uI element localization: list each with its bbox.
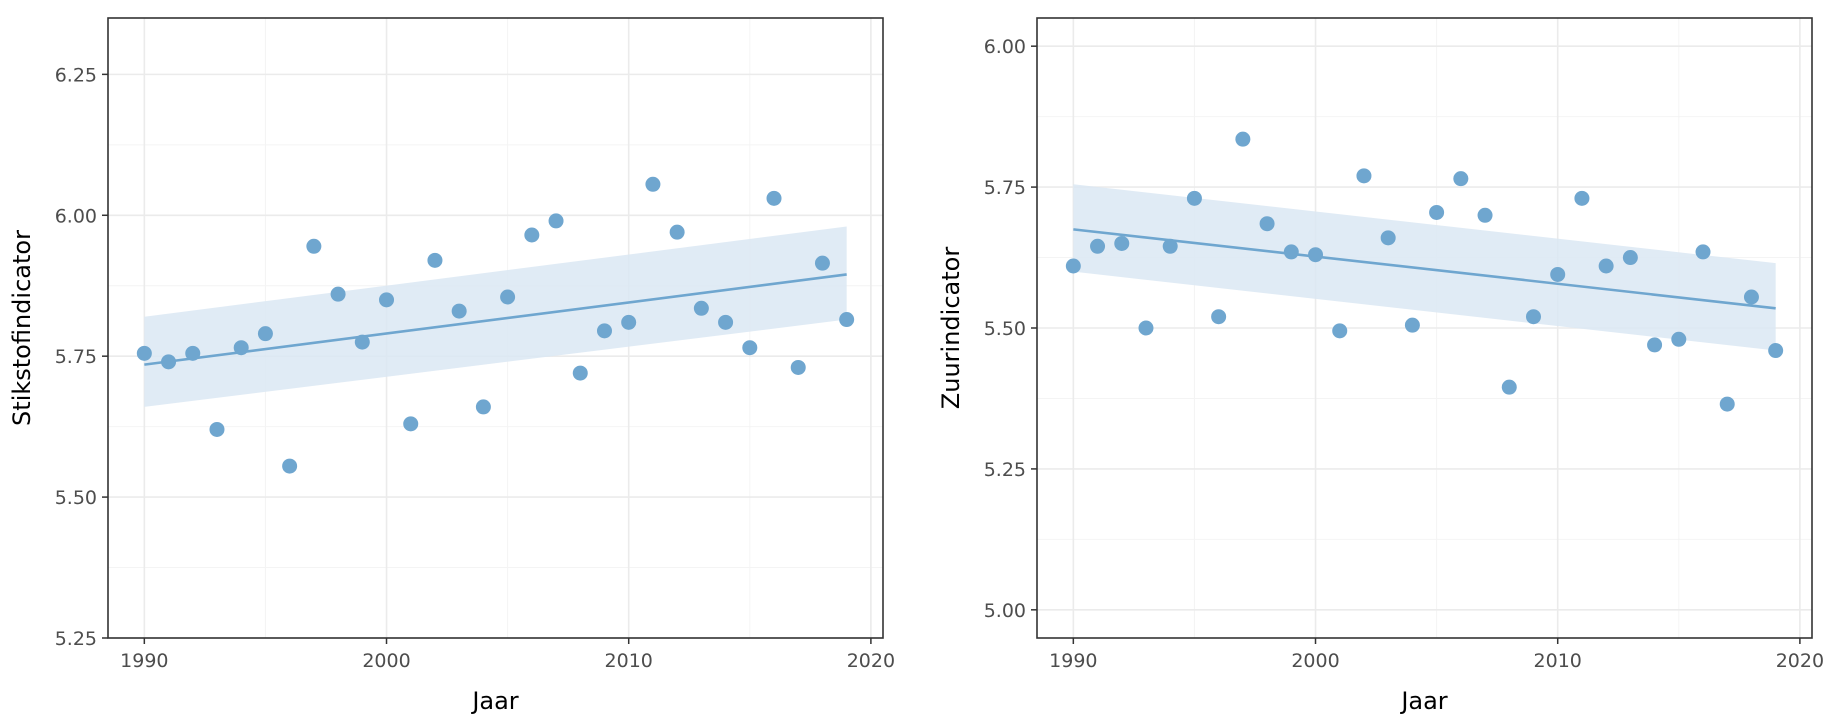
- data-point: [427, 252, 443, 268]
- y-tick-label: 5.25: [984, 459, 1026, 481]
- data-point: [1477, 207, 1493, 223]
- data-point: [1138, 320, 1154, 336]
- data-point: [1308, 247, 1324, 263]
- data-point: [596, 323, 612, 339]
- data-point: [1211, 309, 1227, 325]
- y-axis-title: Stikstofindicator: [8, 230, 36, 426]
- data-point: [1186, 190, 1202, 206]
- y-tick-label: 5.50: [55, 487, 97, 509]
- data-point: [451, 303, 467, 319]
- y-axis-title: Zuurindicator: [937, 247, 965, 410]
- x-tick-label: 2020: [1776, 650, 1824, 672]
- panel-border: [107, 17, 884, 639]
- data-point: [742, 340, 758, 356]
- data-point: [1550, 266, 1566, 282]
- data-point: [354, 334, 370, 350]
- data-point: [1768, 343, 1784, 359]
- y-tick-label: 5.25: [55, 628, 97, 650]
- data-point: [572, 365, 588, 381]
- data-point: [257, 326, 273, 342]
- data-point: [645, 176, 661, 192]
- trend-line: [144, 273, 847, 366]
- data-point: [1501, 379, 1517, 395]
- y-tick-label: 5.50: [984, 318, 1026, 340]
- data-point: [1235, 131, 1251, 147]
- data-point: [379, 292, 395, 308]
- data-point: [718, 314, 734, 330]
- panel-stikstofindicator: 1990 2000 2010 2020 5.25 5.50 5.75 6.00 6.25 Jaar…: [8, 17, 895, 715]
- x-tick-label: 1990: [120, 650, 168, 672]
- data-point: [766, 190, 782, 206]
- data-point: [233, 340, 249, 356]
- data-point: [209, 421, 225, 437]
- data-point: [1162, 238, 1178, 254]
- data-point: [790, 359, 806, 375]
- data-point: [1429, 204, 1445, 220]
- data-point: [306, 238, 322, 254]
- y-tick-label: 5.00: [984, 600, 1026, 622]
- data-point: [500, 289, 516, 305]
- data-point: [1719, 396, 1735, 412]
- x-tick-label: 1990: [1049, 650, 1097, 672]
- x-tick-label: 2000: [362, 650, 410, 672]
- y-tick-label: 6.00: [55, 205, 97, 227]
- y-tick-label: 5.75: [984, 177, 1026, 199]
- data-point: [1114, 235, 1130, 251]
- x-tick-label: 2000: [1291, 650, 1339, 672]
- data-point: [282, 458, 298, 474]
- data-point: [1574, 190, 1590, 206]
- data-point: [1647, 337, 1663, 353]
- data-point: [1695, 244, 1711, 260]
- data-point: [621, 314, 637, 330]
- data-point: [1404, 317, 1420, 333]
- data-point: [136, 345, 152, 361]
- data-point: [1332, 323, 1348, 339]
- data-point: [548, 213, 564, 229]
- x-tick-label: 2010: [1534, 650, 1582, 672]
- data-point: [1598, 258, 1614, 274]
- data-point: [524, 227, 540, 243]
- data-point: [1743, 289, 1759, 305]
- data-point: [1065, 258, 1081, 274]
- data-point: [1380, 230, 1396, 246]
- data-point: [693, 300, 709, 316]
- data-point: [1283, 244, 1299, 260]
- data-point: [161, 354, 177, 370]
- x-tick-label: 2020: [847, 650, 895, 672]
- x-tick-label: 2010: [605, 650, 653, 672]
- data-point: [1259, 216, 1275, 232]
- y-tick-label: 5.75: [55, 346, 97, 368]
- data-point: [1356, 168, 1372, 184]
- data-point: [1090, 238, 1106, 254]
- data-point: [814, 255, 830, 271]
- panel-zuurindicator: 1990 2000 2010 2020 5.00 5.25 5.50 5.75 6.00 Jaar…: [937, 17, 1824, 715]
- data-point: [839, 312, 855, 328]
- data-point: [330, 286, 346, 302]
- y-tick-label: 6.25: [55, 64, 97, 86]
- trend-line: [1073, 228, 1776, 310]
- confidence-band: [144, 226, 847, 407]
- data-point: [669, 224, 685, 240]
- data-point: [1622, 250, 1638, 266]
- data-point: [1453, 171, 1469, 187]
- data-point: [185, 345, 201, 361]
- confidence-band: [1073, 184, 1776, 351]
- data-point: [1525, 309, 1541, 325]
- x-axis-title: Jaar: [470, 687, 518, 715]
- y-tick-label: 6.00: [984, 36, 1026, 58]
- data-point: [1671, 331, 1687, 347]
- x-axis-title: Jaar: [1399, 687, 1447, 715]
- data-point: [475, 399, 491, 415]
- data-point: [403, 416, 419, 432]
